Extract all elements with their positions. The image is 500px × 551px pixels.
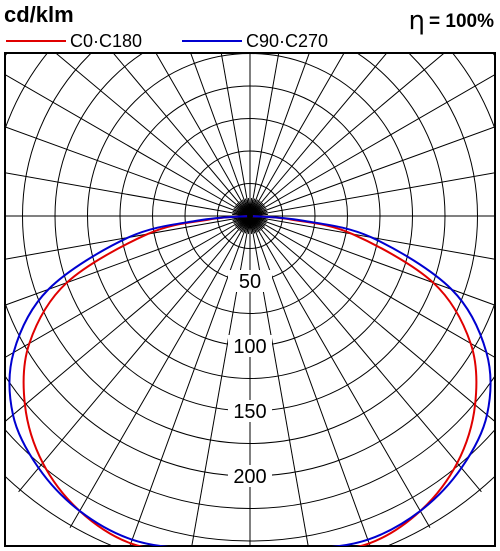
tick-label-bg (228, 270, 272, 292)
plot-area: 50 100 150 200 (4, 52, 496, 547)
grid-radial-line (220, 53, 251, 217)
grid-radial-line (54, 53, 251, 217)
tick-label-bg (228, 400, 272, 422)
grid-radial-line (249, 215, 495, 359)
grid-radial-line (190, 53, 251, 217)
unit-label: cd/klm (4, 2, 74, 27)
radial-tick-label: 100 (233, 336, 266, 358)
grid-radial-line (249, 53, 388, 217)
chart-header: cd/klm η = 100% C0·C180 C90·C270 (0, 0, 500, 52)
efficiency-value: = 100% (429, 11, 494, 32)
legend-label-c90-c270: C90·C270 (246, 30, 329, 51)
efficiency-label: η = 100% (408, 4, 494, 36)
grid-radial-line (191, 215, 251, 546)
series-curve-0 (22, 215, 478, 546)
tick-label-bg (228, 335, 272, 357)
radial-tick-label: 50 (239, 271, 261, 293)
grid-radial-line (5, 73, 251, 217)
grid-radial-line (155, 53, 251, 217)
grid-radial-line (249, 215, 495, 423)
legend-label-c0-c180: C0·C180 (70, 30, 143, 51)
grid-radial-line (5, 126, 251, 217)
grid-radial-line (5, 172, 251, 217)
legend-item-c90-c270: C90·C270 (182, 31, 328, 51)
grid-radial-line (249, 215, 495, 306)
grid-radial-line (249, 73, 495, 217)
legend-swatch-red (6, 40, 66, 42)
grid-radial-line (5, 215, 251, 260)
grid-radial-line (249, 53, 345, 217)
grid-radial-line (249, 172, 495, 217)
polar-chart: 50 100 150 200 (4, 52, 496, 547)
grid-radial-line (18, 215, 251, 493)
legend-swatch-blue (182, 40, 242, 42)
grid-radial-line (5, 215, 251, 423)
grid-radial-line (5, 215, 251, 306)
grid-radial-line (5, 215, 251, 359)
grid-radial-line (249, 215, 482, 493)
grid-radial-line (249, 215, 309, 546)
radial-tick-labels: 50 100 150 200 (228, 270, 272, 488)
grid-radial-line (249, 215, 431, 529)
legend-item-c0-c180: C0·C180 (6, 31, 142, 51)
grid-radial-line (69, 215, 251, 529)
series-curve-1 (8, 215, 492, 546)
tick-label-bg (228, 465, 272, 487)
radial-tick-label: 150 (233, 401, 266, 423)
grid-radial-line (112, 53, 251, 217)
plot-frame (4, 52, 496, 547)
grid-radial-line (249, 126, 495, 217)
center-point (247, 213, 253, 219)
grid-radial-line (129, 215, 251, 546)
grid-radial-line (249, 53, 446, 217)
series-group (8, 213, 492, 546)
grid-radial-line (249, 53, 310, 217)
radial-tick-label: 200 (233, 466, 266, 488)
grid-center-spoke (247, 215, 251, 234)
grid-radial-line (249, 215, 371, 546)
grid-radial-line (249, 215, 495, 260)
efficiency-symbol: η (408, 6, 426, 36)
grid-radial-line (249, 53, 280, 217)
